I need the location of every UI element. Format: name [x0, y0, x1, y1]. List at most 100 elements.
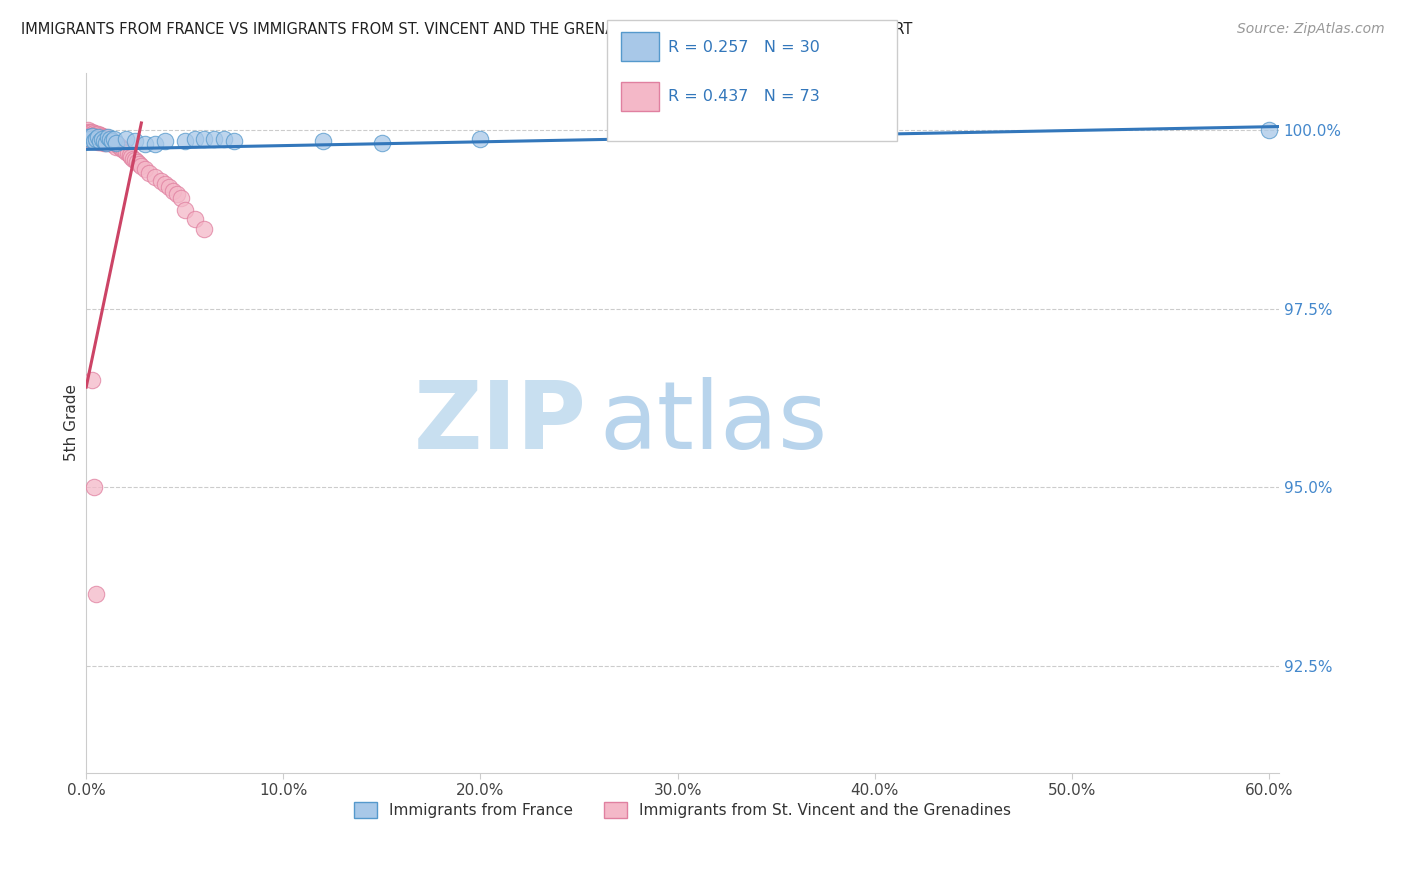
Point: [111, 142, 134, 156]
Point: [138, 166, 160, 180]
Point: [127, 154, 149, 169]
Point: [87, 129, 110, 144]
Text: Source: ZipAtlas.com: Source: ZipAtlas.com: [1237, 22, 1385, 37]
Point: [150, 174, 173, 188]
Point: [90, 131, 112, 145]
Point: [134, 137, 156, 152]
Point: [153, 177, 176, 191]
Point: [83, 134, 105, 148]
Point: [470, 131, 492, 145]
Point: [87, 130, 110, 145]
Point: [89, 128, 111, 142]
Point: [80, 128, 103, 143]
Point: [103, 135, 125, 149]
Point: [101, 134, 124, 148]
Point: [166, 187, 188, 202]
Point: [94, 133, 117, 147]
Point: [114, 145, 136, 159]
Point: [80, 127, 103, 141]
Point: [112, 143, 135, 157]
Point: [101, 134, 124, 148]
Point: [108, 140, 131, 154]
Point: [83, 126, 105, 140]
Point: [87, 132, 110, 146]
Point: [84, 131, 107, 145]
Point: [128, 156, 150, 170]
Point: [183, 212, 205, 227]
Point: [101, 137, 124, 152]
Point: [79, 124, 101, 138]
Point: [1258, 123, 1281, 137]
Point: [104, 136, 127, 150]
Point: [90, 131, 112, 145]
Text: IMMIGRANTS FROM FRANCE VS IMMIGRANTS FROM ST. VINCENT AND THE GRENADINES 5TH GRA: IMMIGRANTS FROM FRANCE VS IMMIGRANTS FRO…: [21, 22, 912, 37]
Point: [83, 480, 105, 494]
Point: [131, 159, 153, 173]
Text: R = 0.257   N = 30: R = 0.257 N = 30: [668, 40, 820, 54]
Point: [98, 132, 121, 146]
Point: [80, 128, 103, 143]
Point: [162, 184, 184, 198]
Point: [371, 136, 394, 150]
Point: [202, 131, 225, 145]
Point: [121, 149, 143, 163]
Point: [84, 587, 107, 601]
Y-axis label: 5th Grade: 5th Grade: [65, 384, 79, 461]
Point: [94, 130, 117, 145]
Point: [114, 131, 136, 145]
Point: [117, 145, 139, 160]
Point: [104, 136, 127, 151]
Point: [80, 373, 103, 387]
Point: [77, 124, 100, 138]
Point: [98, 131, 121, 145]
Point: [83, 128, 105, 142]
Point: [79, 131, 101, 145]
Point: [104, 139, 127, 153]
Point: [124, 134, 146, 148]
Point: [193, 221, 215, 235]
Point: [312, 134, 335, 148]
Point: [94, 136, 117, 150]
Point: [89, 134, 111, 148]
Point: [212, 131, 235, 145]
Point: [170, 191, 193, 205]
Point: [89, 135, 111, 149]
Text: R = 0.437   N = 73: R = 0.437 N = 73: [668, 89, 820, 103]
Point: [97, 135, 120, 149]
Point: [87, 128, 110, 142]
Point: [193, 131, 215, 145]
Point: [118, 148, 141, 162]
Point: [103, 131, 125, 145]
Legend: Immigrants from France, Immigrants from St. Vincent and the Grenadines: Immigrants from France, Immigrants from …: [349, 797, 1017, 824]
Point: [93, 129, 115, 144]
Point: [173, 203, 195, 218]
Point: [79, 126, 101, 140]
Point: [84, 134, 107, 148]
Point: [87, 135, 110, 149]
Point: [93, 136, 115, 150]
Point: [97, 131, 120, 145]
Point: [80, 125, 103, 139]
Point: [80, 131, 103, 145]
Point: [84, 131, 107, 145]
Point: [107, 138, 129, 153]
Point: [89, 133, 111, 147]
Point: [77, 123, 100, 137]
Point: [98, 136, 121, 150]
Point: [122, 152, 145, 166]
Point: [83, 130, 105, 145]
Point: [90, 128, 112, 143]
Text: atlas: atlas: [599, 376, 827, 469]
Point: [94, 136, 117, 150]
Point: [134, 162, 156, 177]
Point: [77, 127, 100, 141]
Point: [79, 128, 101, 142]
Point: [89, 130, 111, 145]
Point: [79, 130, 101, 145]
Point: [97, 130, 120, 145]
Point: [183, 131, 205, 145]
Point: [153, 134, 176, 148]
Point: [80, 134, 103, 148]
Text: ZIP: ZIP: [415, 376, 588, 469]
Point: [157, 180, 180, 194]
